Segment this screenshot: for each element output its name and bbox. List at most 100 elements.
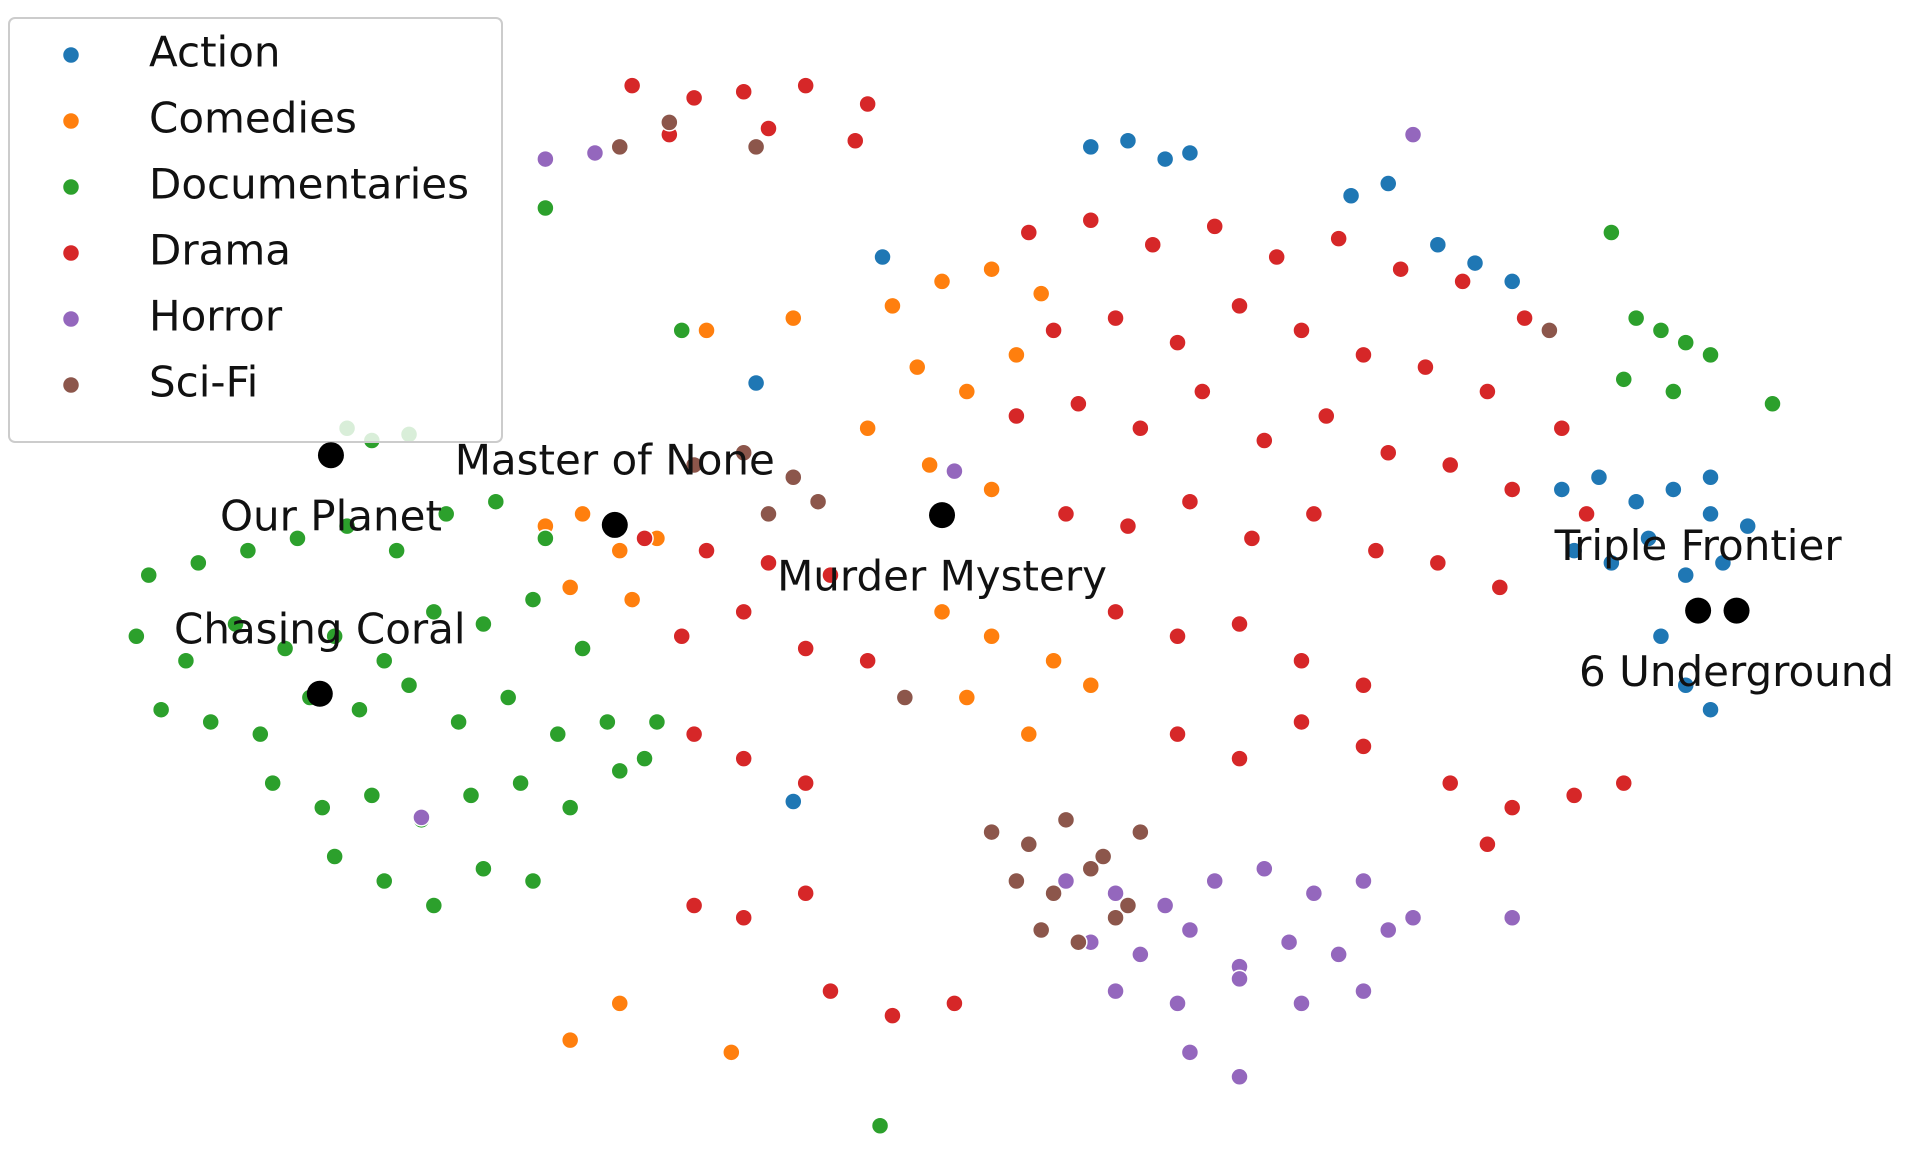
point <box>1564 541 1584 560</box>
point <box>1007 345 1026 365</box>
point <box>1292 651 1311 671</box>
point <box>1193 382 1212 401</box>
point <box>883 296 902 316</box>
highlight-label: Master of None <box>455 435 775 484</box>
point <box>1502 798 1522 817</box>
point <box>374 651 394 671</box>
point <box>1230 614 1249 634</box>
point <box>808 492 828 511</box>
legend-frame <box>8 17 503 443</box>
highlight-point <box>929 502 956 529</box>
point <box>734 602 753 622</box>
point <box>313 798 332 817</box>
point <box>337 516 357 536</box>
point <box>734 749 753 768</box>
point <box>1044 883 1063 903</box>
point <box>957 382 977 401</box>
point <box>1180 920 1200 940</box>
series-points <box>622 76 1634 1025</box>
point <box>325 847 344 866</box>
point <box>784 467 803 487</box>
highlight-point <box>306 680 333 707</box>
legend-label: Comedies <box>149 94 357 143</box>
point <box>474 859 493 879</box>
point <box>1143 235 1162 254</box>
point <box>412 808 431 827</box>
point <box>1292 321 1311 340</box>
point <box>1478 382 1497 401</box>
point <box>1292 994 1311 1013</box>
point <box>796 773 815 793</box>
point <box>932 272 952 291</box>
point <box>895 688 915 707</box>
point <box>635 749 654 768</box>
point <box>647 712 667 732</box>
point <box>1131 945 1150 964</box>
point <box>746 137 766 157</box>
point <box>1664 480 1683 499</box>
point <box>1069 932 1088 952</box>
point <box>1069 394 1088 414</box>
point <box>598 712 617 732</box>
point <box>1031 284 1051 303</box>
legend-marker <box>61 309 81 329</box>
point <box>883 1006 902 1025</box>
point <box>1304 504 1324 524</box>
point <box>1490 578 1510 597</box>
point <box>1651 627 1671 646</box>
point <box>1354 675 1373 695</box>
point <box>325 627 344 646</box>
point <box>1131 419 1150 438</box>
point <box>821 981 840 1001</box>
point <box>523 871 543 891</box>
legend-label: Horror <box>149 292 283 341</box>
point <box>362 786 382 805</box>
point <box>424 602 444 622</box>
point <box>1626 492 1646 511</box>
point <box>1428 553 1448 573</box>
point <box>759 553 778 573</box>
point <box>920 455 939 475</box>
point <box>1180 492 1200 511</box>
point <box>672 321 691 340</box>
point <box>1540 321 1559 340</box>
point <box>127 627 146 646</box>
point <box>1341 186 1361 206</box>
point <box>1379 920 1398 940</box>
point <box>734 82 753 102</box>
point <box>945 461 964 481</box>
series-points <box>536 259 1101 1062</box>
point <box>982 822 1001 842</box>
point <box>1106 883 1125 903</box>
point <box>1626 308 1646 328</box>
legend-marker <box>61 45 81 65</box>
point <box>1354 981 1373 1001</box>
point <box>697 321 716 340</box>
point <box>226 614 245 634</box>
point <box>1614 773 1634 793</box>
point <box>1403 908 1423 927</box>
point <box>1081 137 1101 157</box>
point <box>461 786 481 805</box>
point <box>548 724 568 744</box>
point <box>1515 308 1534 328</box>
point <box>1205 217 1224 236</box>
point <box>1664 382 1683 401</box>
point <box>1081 211 1101 230</box>
point <box>1007 406 1026 426</box>
series-points <box>127 198 1782 1135</box>
point <box>1019 223 1039 242</box>
legend-marker <box>61 177 81 197</box>
point <box>573 504 592 524</box>
point <box>796 76 815 95</box>
point <box>957 688 977 707</box>
legend-label: Documentaries <box>149 160 469 209</box>
point <box>1255 859 1274 879</box>
point <box>1651 321 1671 340</box>
point <box>1168 333 1187 352</box>
point <box>511 773 530 793</box>
point <box>982 480 1001 499</box>
point <box>399 675 419 695</box>
point <box>684 88 704 108</box>
point <box>1205 871 1224 891</box>
